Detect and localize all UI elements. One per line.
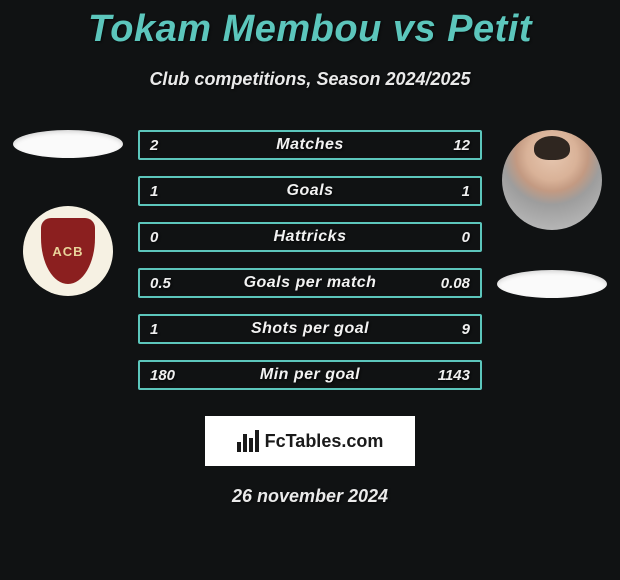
- left-player-placeholder: [13, 130, 123, 158]
- stat-left-value: 1: [150, 183, 158, 200]
- stat-left-value: 2: [150, 137, 158, 154]
- right-club-placeholder: [497, 270, 607, 298]
- stat-left-value: 180: [150, 367, 175, 384]
- left-club-badge: ACB: [23, 206, 113, 296]
- right-player-avatar: [502, 130, 602, 230]
- stat-row-goals-per-match: 0.5 Goals per match 0.08: [138, 268, 482, 298]
- stat-right-value: 0.08: [441, 275, 470, 292]
- stat-label: Min per goal: [260, 366, 360, 384]
- stat-left-value: 0: [150, 229, 158, 246]
- shield-icon: ACB: [41, 218, 95, 284]
- stat-label: Goals per match: [244, 274, 377, 292]
- stat-label: Goals: [287, 182, 334, 200]
- subtitle: Club competitions, Season 2024/2025: [0, 69, 620, 90]
- branding-banner: FcTables.com: [205, 416, 415, 466]
- stat-label: Matches: [276, 136, 344, 154]
- page-title: Tokam Membou vs Petit: [0, 0, 620, 51]
- stat-label: Shots per goal: [251, 320, 369, 338]
- stat-left-value: 0.5: [150, 275, 171, 292]
- stat-row-min-per-goal: 180 Min per goal 1143: [138, 360, 482, 390]
- right-player-column: [492, 130, 612, 406]
- date-label: 26 november 2024: [0, 486, 620, 507]
- stat-right-value: 1: [462, 183, 470, 200]
- left-player-column: ACB: [8, 130, 128, 406]
- stat-row-hattricks: 0 Hattricks 0: [138, 222, 482, 252]
- stat-right-value: 12: [453, 137, 470, 154]
- stat-row-shots-per-goal: 1 Shots per goal 9: [138, 314, 482, 344]
- comparison-content: ACB 2 Matches 12 1 Goals 1 0 Hattricks 0…: [0, 130, 620, 406]
- bar-chart-icon: [237, 430, 259, 452]
- stat-row-matches: 2 Matches 12: [138, 130, 482, 160]
- stat-right-value: 9: [462, 321, 470, 338]
- stat-left-value: 1: [150, 321, 158, 338]
- branding-text: FcTables.com: [265, 431, 384, 452]
- stat-label: Hattricks: [274, 228, 347, 246]
- stat-right-value: 0: [462, 229, 470, 246]
- stat-bars: 2 Matches 12 1 Goals 1 0 Hattricks 0 0.5…: [128, 130, 492, 406]
- stat-row-goals: 1 Goals 1: [138, 176, 482, 206]
- stat-right-value: 1143: [438, 367, 470, 384]
